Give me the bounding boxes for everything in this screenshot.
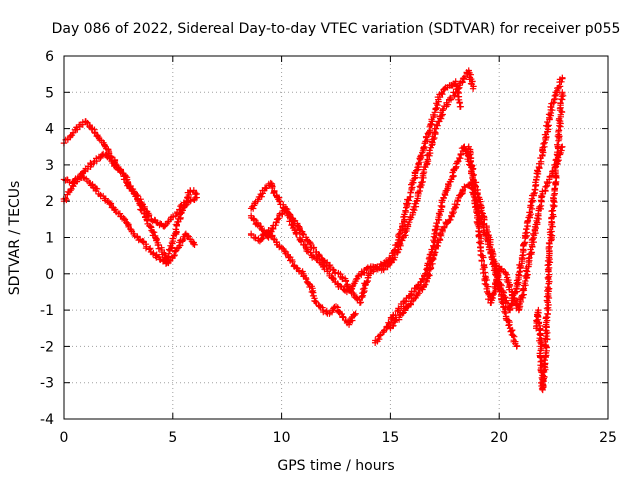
data-point-markers [247, 78, 464, 307]
y-tick-label: 1 [45, 231, 54, 247]
x-tick-label: 25 [599, 430, 617, 446]
x-tick-label: 15 [381, 430, 399, 446]
y-tick-label: -4 [40, 412, 54, 428]
series-track-g [371, 74, 566, 346]
x-tick-label: 10 [273, 430, 291, 446]
x-tick-label: 20 [490, 430, 508, 446]
data-point-markers [247, 67, 477, 296]
axis-ticks: -4 -3 -2 -1 0 1 2 3 4 5 6 0 5 10 15 20 25 [40, 49, 617, 446]
x-tick-label: 5 [168, 430, 177, 446]
series-track-j [532, 89, 567, 394]
y-tick-label: 4 [45, 122, 54, 138]
y-tick-label: 6 [45, 49, 54, 65]
x-axis-label: GPS time / hours [277, 458, 394, 474]
y-axis-label: SDTVAR / TECUs [7, 181, 23, 296]
y-tick-label: 3 [45, 158, 54, 174]
data-point-markers [371, 74, 566, 346]
y-tick-label: -3 [40, 376, 54, 392]
y-tick-label: 2 [45, 194, 54, 210]
series-track-b [60, 150, 198, 267]
data-point-markers [247, 227, 359, 328]
chart-title: Day 086 of 2022, Sidereal Day-to-day VTE… [52, 21, 621, 37]
data-point-markers [60, 150, 198, 267]
y-tick-label: -2 [40, 339, 54, 355]
data-point-markers [465, 143, 566, 314]
y-tick-label: -1 [40, 303, 54, 319]
series-track-e [247, 67, 477, 296]
y-tick-label: 0 [45, 267, 54, 283]
plot-frame [63, 55, 609, 420]
series-track-i [465, 143, 566, 314]
y-tick-label: 5 [45, 85, 54, 101]
x-tick-label: 0 [60, 430, 69, 446]
series-track-f [247, 227, 359, 328]
data-point-markers [532, 89, 567, 394]
data-marks [60, 67, 567, 394]
series-track-d [247, 78, 464, 307]
